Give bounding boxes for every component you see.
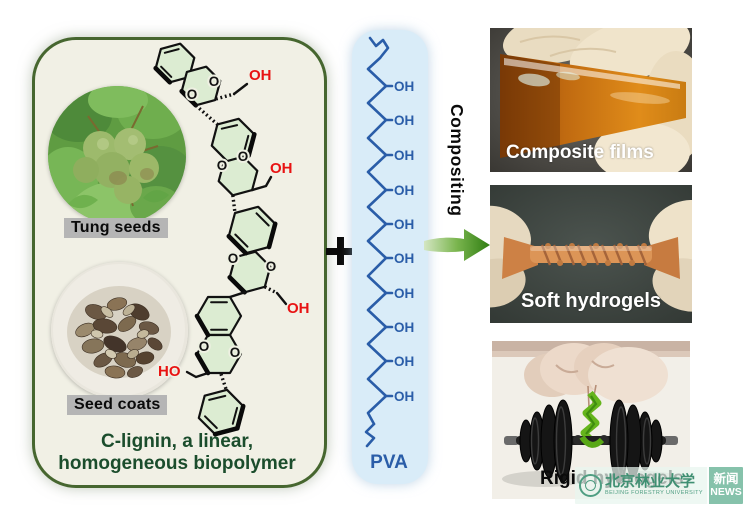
o-atom-label: O	[217, 158, 228, 173]
watermark-university-section: 北京林业大学 BEIJING FORESTRY UNIVERSITY	[575, 467, 708, 504]
hydroxyl-label: OH	[270, 160, 293, 177]
pva-oh-label: OH	[394, 354, 414, 369]
tung-seeds-label-text: Tung seeds	[71, 219, 161, 236]
pva-oh-label: OH	[394, 217, 414, 232]
o-atom-label: O	[238, 149, 249, 164]
o-atom-label: O	[199, 339, 210, 354]
hydroxyl-label: HO	[158, 363, 181, 380]
pva-oh-label: OH	[394, 320, 414, 335]
o-atom-label: O	[209, 74, 220, 89]
seed-coats-label: Seed coats	[67, 395, 168, 415]
pva-label: PVA	[370, 452, 408, 473]
watermark-news-cn: 新闻	[713, 472, 739, 487]
plus-icon	[326, 237, 354, 265]
watermark-university-en: BEIJING FORESTRY UNIVERSITY	[605, 490, 704, 497]
hydroxyl-label: OH	[287, 300, 310, 317]
plus-sign	[325, 236, 355, 271]
university-logo-icon	[579, 474, 602, 497]
pva-oh-label: OH	[394, 183, 414, 198]
watermark-news-en: NEWS	[710, 485, 742, 498]
tung-seeds-label: Tung seeds	[64, 218, 168, 238]
tung-seeds-image	[48, 86, 186, 224]
tung-seeds-photo	[48, 86, 186, 224]
caption-line-2: homogeneous biopolymer	[58, 453, 296, 474]
watermark-news-badge: 新闻 NEWS	[707, 467, 743, 504]
seed-coats-image	[51, 262, 188, 399]
pva-oh-label: OH	[394, 79, 414, 94]
pva-oh-label: OH	[394, 251, 414, 266]
o-atom-label: O	[266, 259, 277, 274]
compositing-label: Compositing	[447, 104, 467, 217]
pva-oh-label: OH	[394, 148, 414, 163]
o-atom-label: O	[187, 87, 198, 102]
soft-hydrogels-photo: Soft hydrogels	[490, 185, 692, 323]
compositing-arrow-icon	[424, 229, 490, 261]
soft-hydrogels-label: Soft hydrogels	[520, 290, 662, 312]
seed-coats-label-text: Seed coats	[74, 396, 161, 413]
pva-oh-label: OH	[394, 389, 414, 404]
composite-films-image	[490, 28, 692, 172]
o-atom-label: O	[230, 345, 241, 360]
composite-films-photo: Composite films	[490, 28, 692, 172]
seed-coats-photo	[51, 262, 188, 399]
pva-oh-label: OH	[394, 113, 414, 128]
soft-hydrogels-image	[490, 185, 692, 323]
composite-films-label: Composite films	[506, 142, 654, 163]
c-lignin-structure: O O O O O O O O OH OH OH HO	[153, 42, 311, 437]
watermark-university-cn: 北京林业大学	[605, 473, 696, 491]
pva-structure: OH OH OH OH OH OH OH OH OH OH PVA	[364, 36, 414, 473]
pva-oh-label: OH	[394, 286, 414, 301]
watermark: 北京林业大学 BEIJING FORESTRY UNIVERSITY 新闻 NE…	[575, 467, 743, 504]
o-atom-label: O	[228, 251, 239, 266]
hydroxyl-label: OH	[249, 67, 272, 84]
